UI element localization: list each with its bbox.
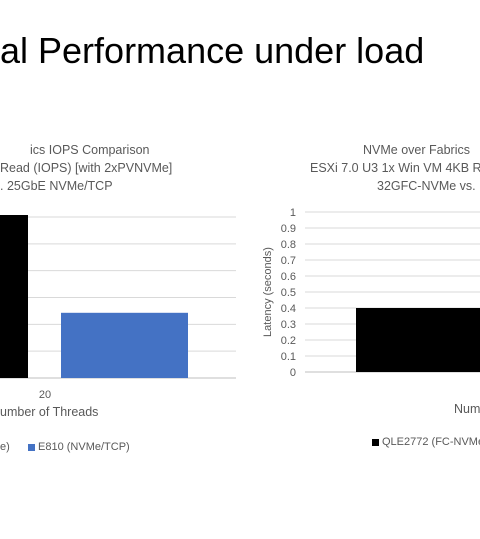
left-x-axis-label: umber of Threads [0,405,99,419]
right-chart-title-line-1: NVMe over Fabrics [363,143,470,157]
right-y-tick-label: 0.3 [281,319,296,331]
right-y-tick-label: 0.4 [281,303,296,315]
right-y-tick-label: 0.8 [281,239,296,251]
right-bar-series-1 [356,308,480,372]
left-legend-item-series-2: E810 (NVMe/TCP) [38,441,130,453]
right-y-tick-label: 0.7 [281,255,296,267]
right-y-tick-label: 0.6 [281,271,296,283]
right-y-tick-label: 0.1 [281,351,296,363]
right-chart-title-line-3: 32GFC-NVMe vs. [377,179,476,193]
left-chart-title-line-1: ics IOPS Comparison [30,143,150,157]
right-legend-swatch-series-1 [372,439,379,446]
left-chart-title-line-2: Read (IOPS) [with 2xPVNVMe] [0,161,173,175]
right-chart-title-line-2: ESXi 7.0 U3 1x Win VM 4KB R [310,161,480,175]
right-y-axis-label: Latency (seconds) [262,247,274,337]
left-x-tick-label: 20 [39,389,51,401]
left-bar-series-2 [61,312,188,378]
left-legend-swatch-series-2 [28,444,35,451]
right-x-axis-label: Num [454,402,480,416]
right-legend-item-series-1: QLE2772 (FC-NVMe [382,436,480,448]
left-bar-series-1 [0,215,28,378]
right-y-tick-label: 1 [290,207,296,219]
left-chart-title-line-3: . 25GbE NVMe/TCP [0,179,113,193]
right-y-tick-label: 0.2 [281,335,296,347]
right-y-tick-label: 0.9 [281,223,296,235]
left-legend-item-series-1: e) [0,441,10,453]
right-y-tick-label: 0.5 [281,287,296,299]
right-y-tick-label: 0 [290,367,296,379]
slide-title: al Performance under load [0,30,425,71]
